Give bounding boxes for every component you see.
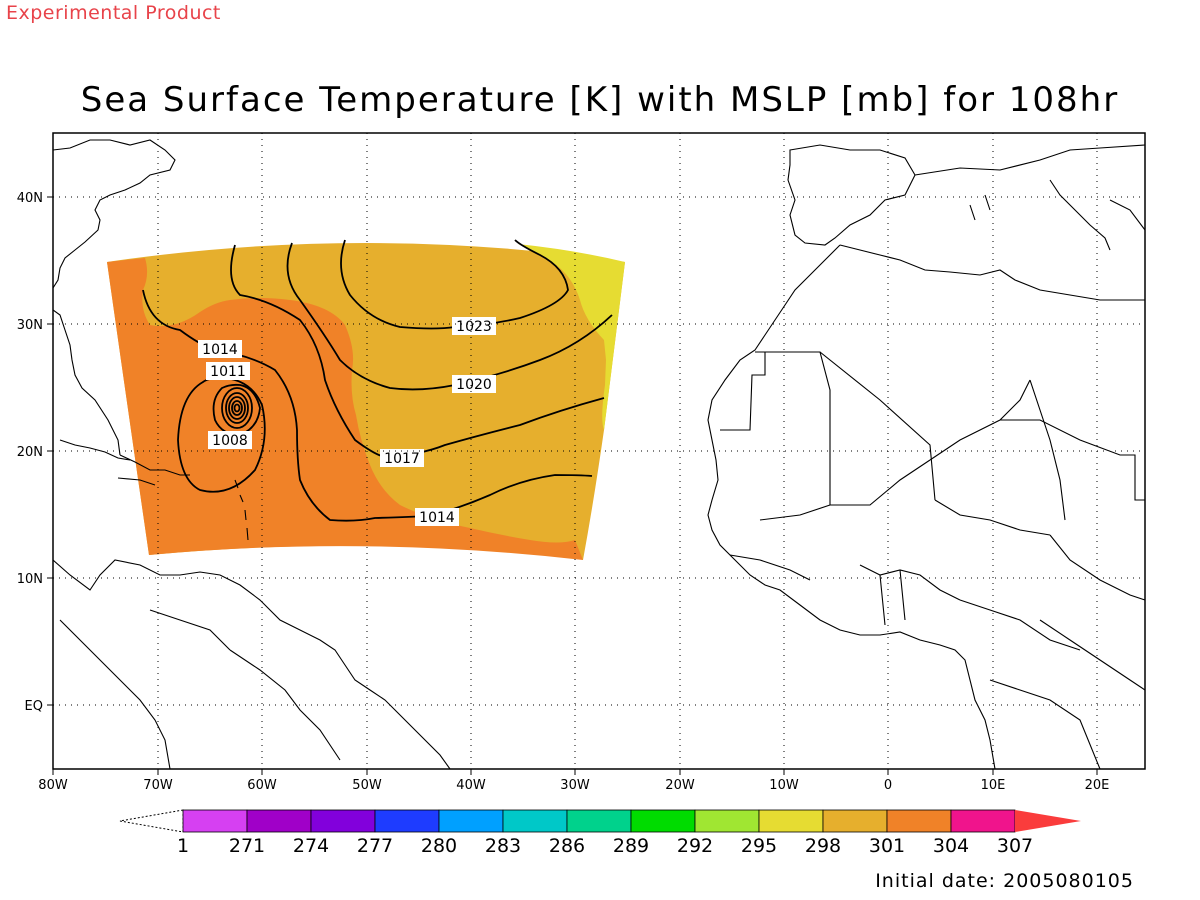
colorbar-label: 295 <box>741 835 777 857</box>
isobar-labels: 1023 1020 1017 1014 1014 1011 1008 <box>198 317 496 526</box>
colorbar-label: 1 <box>177 835 189 857</box>
lon-label-0: 0 <box>884 778 892 793</box>
isobar-1020 <box>286 242 613 391</box>
colorbar-label: 286 <box>549 835 585 857</box>
colorbar-swatch <box>438 809 504 833</box>
lon-label-30w: 30W <box>560 778 590 793</box>
latitude-labels: 40N 30N 20N 10N EQ <box>17 191 43 714</box>
colorbar-label: 280 <box>421 835 457 857</box>
isobar-1017 <box>230 244 605 458</box>
colorbar-swatch <box>630 809 696 833</box>
colorbar-swatch <box>822 809 888 833</box>
colorbar-label: 292 <box>677 835 713 857</box>
lat-label-40n: 40N <box>17 191 43 206</box>
colorbar-swatch <box>182 809 248 833</box>
map-content: 1023 1020 1017 1014 1014 1011 1008 <box>53 133 1145 769</box>
colorbar: 1 271 274 277 280 283 286 289 292 295 298 301 304 307 <box>119 809 1081 857</box>
colorbar-label: 307 <box>997 835 1033 857</box>
colorbar-swatch <box>502 809 568 833</box>
colorbar-label: 289 <box>613 835 649 857</box>
colorbar-right-arrow <box>1015 810 1081 832</box>
colorbar-swatch <box>374 809 440 833</box>
longitude-labels: 80W 70W 60W 50W 40W 30W 20W 10W 0 10E 20… <box>38 778 1109 793</box>
colorbar-swatch <box>758 809 824 833</box>
coastlines <box>53 139 1145 769</box>
sst-field-304 <box>107 258 583 560</box>
colorbar-swatch <box>694 809 760 833</box>
lon-label-80w: 80W <box>38 778 68 793</box>
lon-label-40w: 40W <box>456 778 486 793</box>
lon-label-60w: 60W <box>247 778 277 793</box>
colorbar-label: 274 <box>293 835 329 857</box>
graticule <box>53 133 1145 769</box>
colorbar-boxes <box>182 809 1081 833</box>
colorbar-label: 271 <box>229 835 265 857</box>
lat-label-20n: 20N <box>17 445 43 460</box>
colorbar-swatch <box>886 809 952 833</box>
lon-label-10w: 10W <box>769 778 799 793</box>
colorbar-label: 277 <box>357 835 393 857</box>
lon-label-70w: 70W <box>143 778 173 793</box>
colorbar-label: 304 <box>933 835 969 857</box>
lat-label-30n: 30N <box>17 318 43 333</box>
colorbar-swatch <box>246 809 312 833</box>
sst-field-298 <box>518 244 625 430</box>
lat-label-eq: EQ <box>25 699 43 714</box>
lon-label-20w: 20W <box>665 778 695 793</box>
colorbar-labels: 1 271 274 277 280 283 286 289 292 295 298 301 304 307 <box>177 835 1033 857</box>
colorbar-swatch <box>310 809 376 833</box>
experimental-product-tag: Experimental Product <box>6 2 221 24</box>
lon-label-50w: 50W <box>352 778 382 793</box>
lon-label-10e: 10E <box>981 778 1006 793</box>
initial-date: Initial date: 2005080105 <box>875 870 1134 892</box>
chart-title: Sea Surface Temperature [K] with MSLP [m… <box>80 80 1120 120</box>
colorbar-swatch <box>950 809 1016 833</box>
isobar-label-1017: 1017 <box>384 451 420 467</box>
colorbar-swatch <box>566 809 632 833</box>
colorbar-left-arrow <box>119 809 184 833</box>
colorbar-label: 298 <box>805 835 841 857</box>
isobar-1008 <box>212 383 261 436</box>
colorbar-label: 301 <box>869 835 905 857</box>
isobar-label-1008: 1008 <box>212 433 248 449</box>
isobar-label-1014-west: 1014 <box>202 342 238 358</box>
lon-label-20e: 20E <box>1085 778 1110 793</box>
tick-marks <box>47 196 1098 775</box>
lat-label-10n: 10N <box>17 572 43 587</box>
colorbar-label: 283 <box>485 835 521 857</box>
isobar-label-1023: 1023 <box>456 319 492 335</box>
isobar-label-1011: 1011 <box>210 364 246 380</box>
isobar-label-1014-south: 1014 <box>419 510 455 526</box>
isobar-label-1020: 1020 <box>456 377 492 393</box>
